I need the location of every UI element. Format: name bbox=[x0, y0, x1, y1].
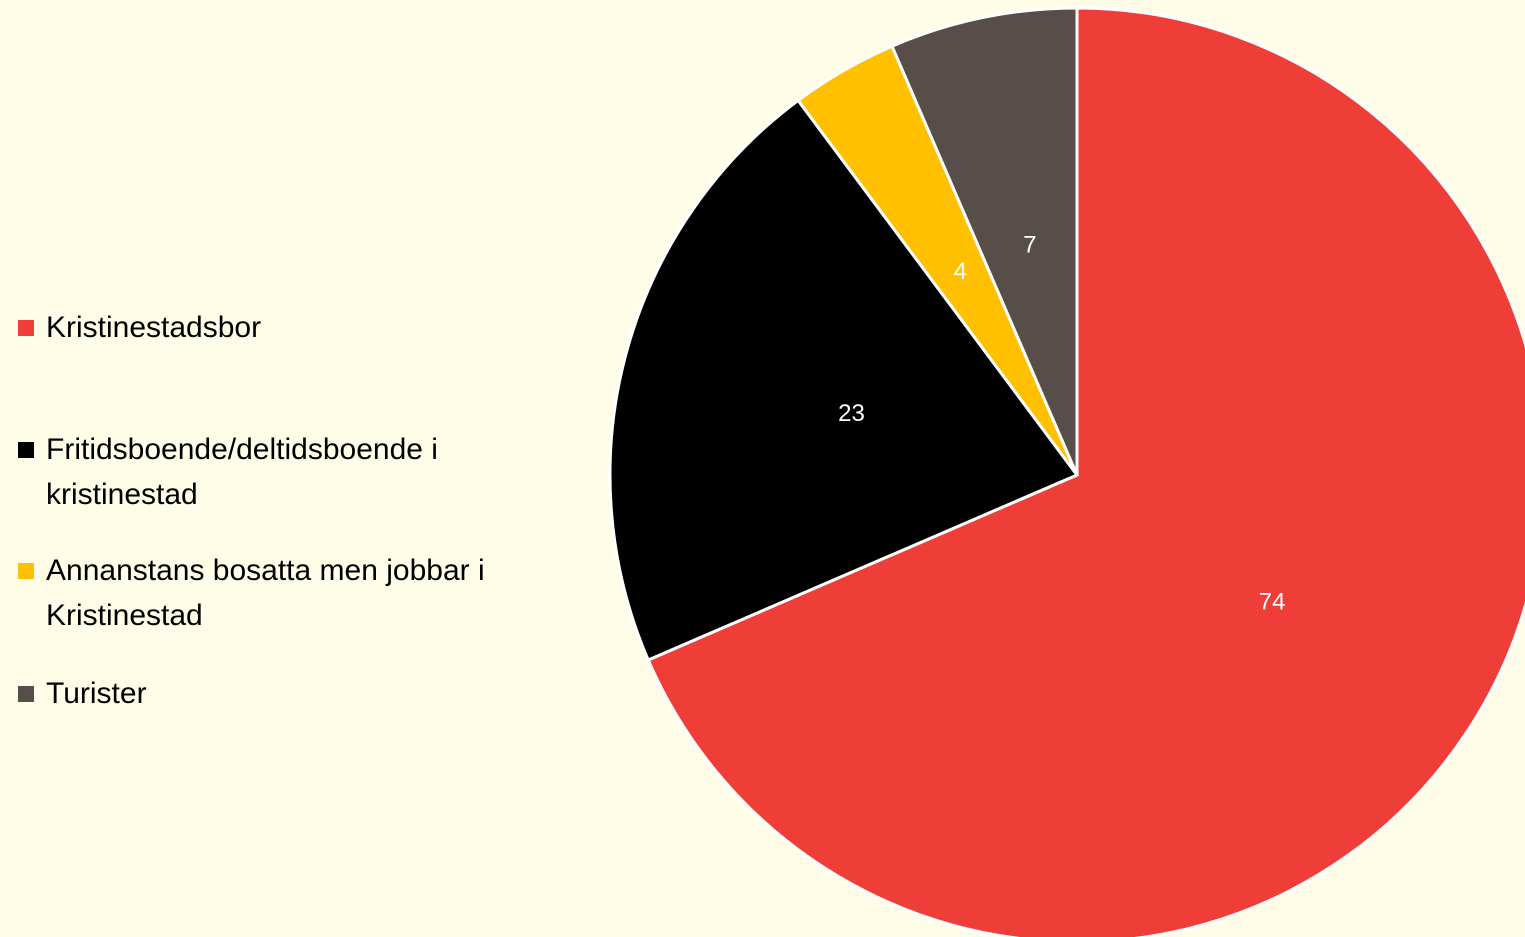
legend-entry: Kristinestadsbor bbox=[18, 305, 498, 350]
legend-entry: Annanstans bosatta men jobbar i Kristine… bbox=[18, 548, 498, 638]
legend-entry: Fritidsboende/deltidsboende i kristinest… bbox=[18, 427, 498, 517]
legend-label: Kristinestadsbor bbox=[46, 311, 262, 344]
legend-entry: Turister bbox=[18, 671, 498, 716]
data-label: 7 bbox=[1023, 232, 1036, 259]
legend-label: Fritidsboende/deltidsboende i kristinest… bbox=[46, 433, 438, 511]
pie-slice bbox=[890, 6, 1079, 476]
data-label: 23 bbox=[838, 400, 865, 427]
data-label: 74 bbox=[1259, 589, 1286, 616]
legend-swatch bbox=[18, 686, 34, 702]
legend-label: Turister bbox=[46, 677, 147, 710]
pie-slice bbox=[608, 98, 1080, 662]
legend-swatch bbox=[18, 563, 34, 579]
legend-swatch bbox=[18, 442, 34, 458]
data-label: 4 bbox=[954, 258, 967, 285]
pie-slice bbox=[646, 6, 1525, 937]
legend-label: Annanstans bosatta men jobbar i Kristine… bbox=[46, 554, 485, 632]
legend-swatch bbox=[18, 320, 34, 336]
